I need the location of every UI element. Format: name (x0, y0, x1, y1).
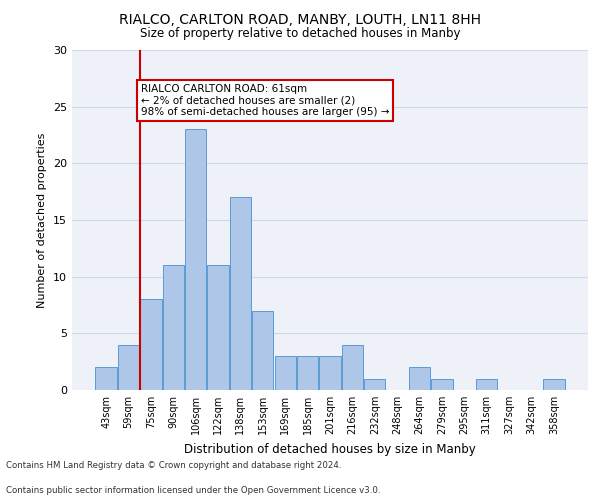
Bar (409, 368, 430, 390)
Bar (342, 344, 363, 390)
Bar (118, 344, 139, 390)
Text: RIALCO, CARLTON ROAD, MANBY, LOUTH, LN11 8HH: RIALCO, CARLTON ROAD, MANBY, LOUTH, LN11… (119, 12, 481, 26)
Bar (431, 378, 452, 390)
Bar (543, 378, 565, 390)
Bar (319, 356, 341, 390)
Bar (297, 356, 318, 390)
Bar (140, 300, 161, 390)
Bar (364, 378, 385, 390)
Bar (163, 266, 184, 390)
Bar (230, 198, 251, 390)
Text: Size of property relative to detached houses in Manby: Size of property relative to detached ho… (140, 28, 460, 40)
Bar (252, 310, 274, 390)
Bar (476, 378, 497, 390)
Text: RIALCO CARLTON ROAD: 61sqm
← 2% of detached houses are smaller (2)
98% of semi-d: RIALCO CARLTON ROAD: 61sqm ← 2% of detac… (141, 84, 389, 117)
Bar (275, 356, 296, 390)
X-axis label: Distribution of detached houses by size in Manby: Distribution of detached houses by size … (184, 442, 476, 456)
Bar (208, 266, 229, 390)
Bar (95, 368, 117, 390)
Text: Contains public sector information licensed under the Open Government Licence v3: Contains public sector information licen… (6, 486, 380, 495)
Y-axis label: Number of detached properties: Number of detached properties (37, 132, 47, 308)
Text: Contains HM Land Registry data © Crown copyright and database right 2024.: Contains HM Land Registry data © Crown c… (6, 461, 341, 470)
Bar (185, 130, 206, 390)
